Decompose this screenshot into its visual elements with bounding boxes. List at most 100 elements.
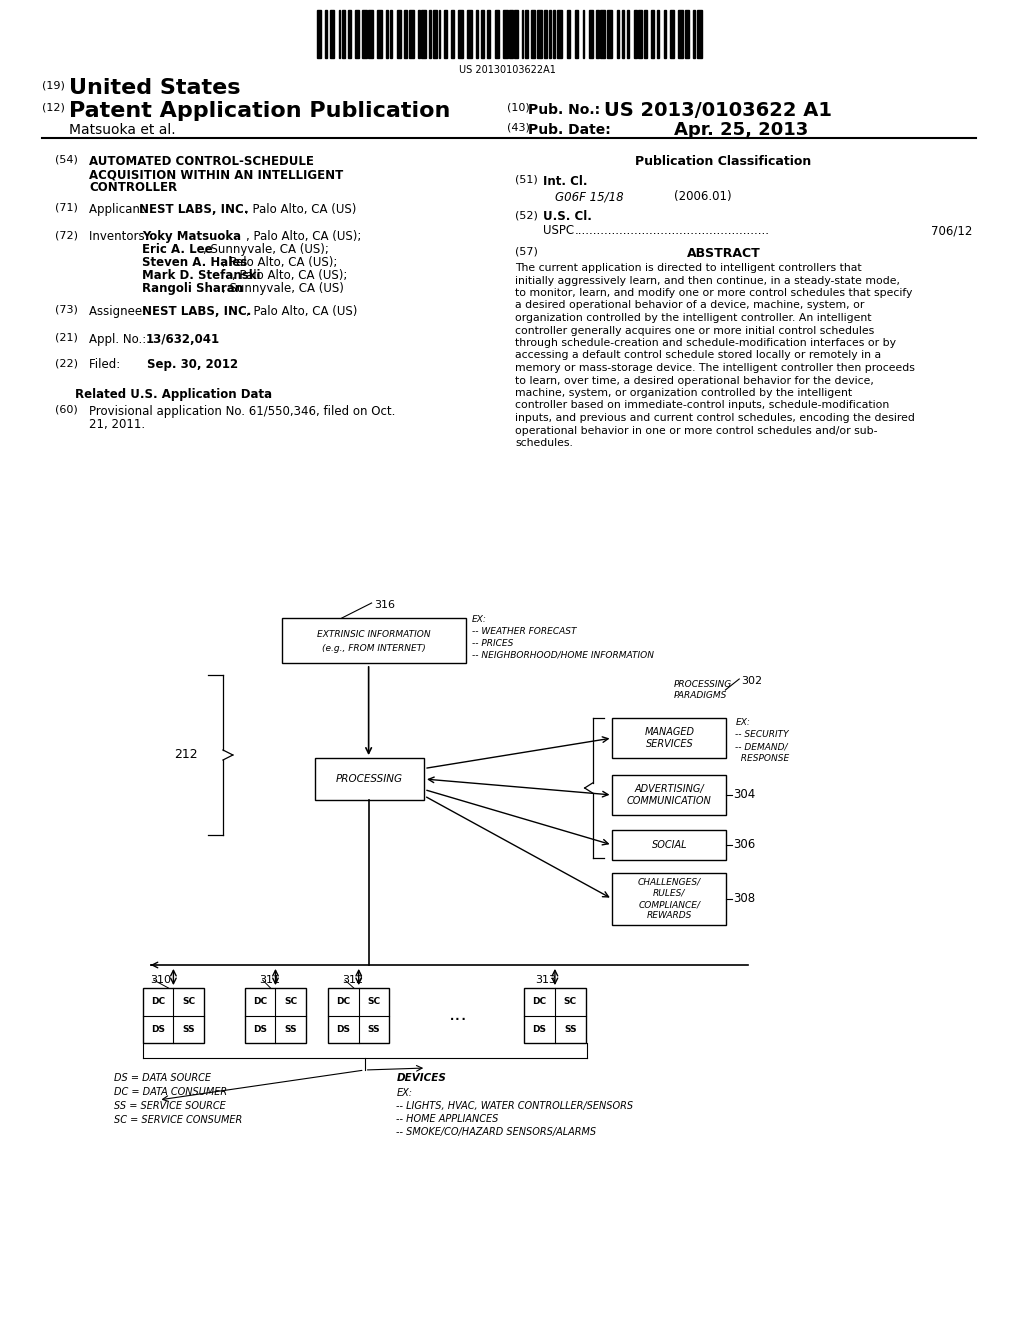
Text: 313: 313 xyxy=(536,975,556,985)
Bar xyxy=(432,11,437,58)
Text: The current application is directed to intelligent controllers that: The current application is directed to i… xyxy=(515,263,862,273)
Bar xyxy=(616,11,620,58)
Text: a desired operational behavior of a device, machine, system, or: a desired operational behavior of a devi… xyxy=(515,301,864,310)
Text: DC: DC xyxy=(151,997,165,1006)
Text: 312: 312 xyxy=(342,975,362,985)
Text: , Sunnyvale, CA (US): , Sunnyvale, CA (US) xyxy=(222,282,344,294)
Text: Eric A. Lee: Eric A. Lee xyxy=(141,243,212,256)
Text: -- HOME APPLIANCES: -- HOME APPLIANCES xyxy=(396,1114,499,1125)
Text: Filed:: Filed: xyxy=(89,358,146,371)
Text: NEST LABS, INC.: NEST LABS, INC. xyxy=(138,203,248,216)
Text: SC: SC xyxy=(564,997,577,1006)
Text: -- SECURITY: -- SECURITY xyxy=(735,730,788,739)
Bar xyxy=(245,987,306,1043)
Text: NEST LABS, INC.: NEST LABS, INC. xyxy=(141,305,251,318)
Text: DC = DATA CONSUMER: DC = DATA CONSUMER xyxy=(114,1086,227,1097)
Text: (51): (51) xyxy=(515,176,538,185)
Text: EXTRINSIC INFORMATION: EXTRINSIC INFORMATION xyxy=(317,630,431,639)
Text: (12): (12) xyxy=(42,103,65,114)
Bar xyxy=(589,11,593,58)
Text: CHALLENGES/
RULES/
COMPLIANCE/
REWARDS: CHALLENGES/ RULES/ COMPLIANCE/ REWARDS xyxy=(638,878,701,920)
Text: DEVICES: DEVICES xyxy=(396,1073,446,1082)
Text: Related U.S. Application Data: Related U.S. Application Data xyxy=(75,388,272,401)
Bar xyxy=(326,11,327,58)
Text: (57): (57) xyxy=(515,247,539,257)
Text: (19): (19) xyxy=(42,81,65,90)
Text: DS: DS xyxy=(253,1024,267,1034)
Text: U.S. Cl.: U.S. Cl. xyxy=(543,210,592,223)
Bar xyxy=(697,11,702,58)
Text: machine, system, or organization controlled by the intelligent: machine, system, or organization control… xyxy=(515,388,852,399)
Bar xyxy=(622,11,625,58)
Text: PROCESSING: PROCESSING xyxy=(336,774,403,784)
Text: DC: DC xyxy=(253,997,267,1006)
Text: Apr. 25, 2013: Apr. 25, 2013 xyxy=(674,121,808,139)
Bar xyxy=(386,11,388,58)
Bar xyxy=(486,11,490,58)
Text: organization controlled by the intelligent controller. An intelligent: organization controlled by the intellige… xyxy=(515,313,871,323)
Text: 302: 302 xyxy=(741,676,762,686)
Text: DS = DATA SOURCE: DS = DATA SOURCE xyxy=(114,1073,211,1082)
Bar xyxy=(557,11,562,58)
Text: Pub. No.:: Pub. No.: xyxy=(528,103,600,117)
Bar xyxy=(339,11,340,58)
Text: 316: 316 xyxy=(375,601,395,610)
Text: (54): (54) xyxy=(54,154,78,165)
Text: Patent Application Publication: Patent Application Publication xyxy=(70,102,451,121)
Text: schedules.: schedules. xyxy=(515,438,573,447)
Text: (e.g., FROM INTERNET): (e.g., FROM INTERNET) xyxy=(323,644,426,653)
Text: (73): (73) xyxy=(54,305,78,315)
Bar xyxy=(670,11,675,58)
Text: DC: DC xyxy=(532,997,547,1006)
Text: CONTROLLER: CONTROLLER xyxy=(89,181,177,194)
Text: (21): (21) xyxy=(54,333,78,343)
Text: , Palo Alto, CA (US): , Palo Alto, CA (US) xyxy=(245,203,356,216)
Bar xyxy=(355,11,358,58)
Bar xyxy=(656,11,659,58)
Text: Steven A. Hales: Steven A. Hales xyxy=(141,256,247,269)
Text: SS: SS xyxy=(182,1024,196,1034)
Text: -- NEIGHBORHOOD/HOME INFORMATION: -- NEIGHBORHOOD/HOME INFORMATION xyxy=(472,651,653,660)
Bar xyxy=(419,11,420,58)
Text: Mark D. Stefanski: Mark D. Stefanski xyxy=(141,269,260,282)
Text: Appl. No.:: Appl. No.: xyxy=(89,333,151,346)
Bar xyxy=(638,11,642,58)
Text: USPC: USPC xyxy=(543,224,574,238)
Text: to learn, over time, a desired operational behavior for the device,: to learn, over time, a desired operation… xyxy=(515,375,874,385)
Text: SC: SC xyxy=(285,997,297,1006)
Text: Pub. Date:: Pub. Date: xyxy=(528,123,611,137)
Text: -- LIGHTS, HVAC, WATER CONTROLLER/SENSORS: -- LIGHTS, HVAC, WATER CONTROLLER/SENSOR… xyxy=(396,1101,634,1111)
Text: -- WEATHER FORECAST: -- WEATHER FORECAST xyxy=(472,627,577,636)
Text: initially aggressively learn, and then continue, in a steady-state mode,: initially aggressively learn, and then c… xyxy=(515,276,900,285)
Text: (72): (72) xyxy=(54,230,78,240)
Text: ....................................................: ........................................… xyxy=(574,224,770,238)
Text: 310: 310 xyxy=(151,975,172,985)
Text: 13/632,041: 13/632,041 xyxy=(145,333,220,346)
Bar xyxy=(342,11,345,58)
Bar xyxy=(544,11,547,58)
Bar xyxy=(362,11,367,58)
Bar xyxy=(627,11,630,58)
Bar xyxy=(678,11,683,58)
Text: 21, 2011.: 21, 2011. xyxy=(89,418,145,432)
Bar xyxy=(378,11,382,58)
Bar xyxy=(549,11,551,58)
Text: controller generally acquires one or more initial control schedules: controller generally acquires one or mor… xyxy=(515,326,874,335)
Text: (22): (22) xyxy=(54,358,78,368)
Bar xyxy=(390,11,392,58)
Bar xyxy=(612,873,726,925)
Bar xyxy=(410,11,414,58)
Bar xyxy=(397,11,401,58)
Text: Assignee:: Assignee: xyxy=(89,305,151,318)
Text: Matsuoka et al.: Matsuoka et al. xyxy=(70,123,176,137)
Bar xyxy=(422,11,426,58)
Text: , Palo Alto, CA (US);: , Palo Alto, CA (US); xyxy=(231,269,347,282)
Text: , Sunnyvale, CA (US);: , Sunnyvale, CA (US); xyxy=(203,243,329,256)
Text: RESPONSE: RESPONSE xyxy=(735,754,790,763)
Text: Publication Classification: Publication Classification xyxy=(635,154,811,168)
Bar xyxy=(475,11,478,58)
Bar xyxy=(514,11,518,58)
Bar xyxy=(428,11,431,58)
Bar xyxy=(283,618,466,663)
Text: AUTOMATED CONTROL-SCHEDULE: AUTOMATED CONTROL-SCHEDULE xyxy=(89,154,314,168)
